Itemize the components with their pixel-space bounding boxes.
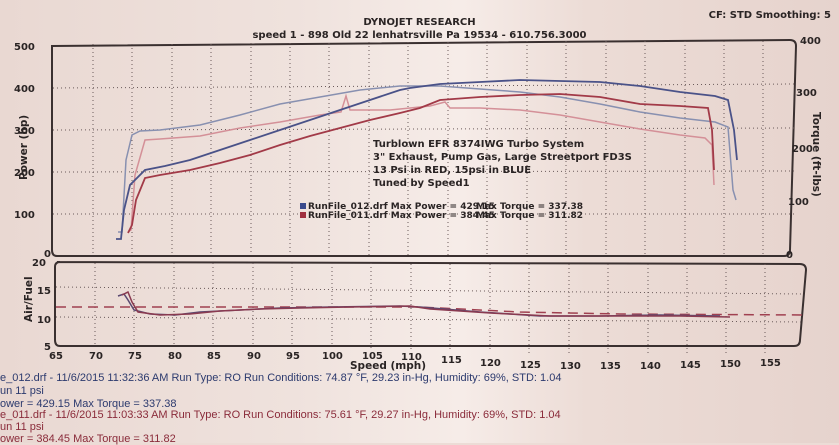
afr-tick: 10 — [37, 315, 51, 326]
run1-info: e_012.drf - 11/6/2015 11:32:36 AM Run Ty… — [0, 372, 562, 384]
legend-swatch-blue — [300, 203, 306, 209]
run1-psi: un 11 psi — [0, 385, 44, 397]
annotation-line: Turblown EFR 8374IWG Turbo System — [373, 139, 584, 150]
speed-tick: 125 — [520, 360, 541, 371]
torque-axis-label: Torque (ft-lbs) — [810, 112, 822, 197]
speed-tick: 70 — [89, 351, 103, 362]
speed-tick: 145 — [680, 360, 701, 371]
power-axis-label: Power (hp) — [18, 115, 30, 180]
power-tick: 300 — [14, 126, 35, 137]
run1-max: ower = 429.15 Max Torque = 337.38 — [0, 398, 177, 410]
legend-torque: Max Torque = 337.38 — [476, 202, 583, 212]
speed-tick: 130 — [560, 361, 581, 372]
speed-tick: 65 — [49, 351, 63, 362]
speed-tick: 100 — [322, 351, 343, 362]
air-fuel-plot: 20 15 10 5 Air/Fuel 65 70 75 80 85 90 95… — [23, 258, 808, 372]
speed-tick: 105 — [362, 351, 383, 362]
torque-tick: 100 — [788, 197, 809, 208]
power-tick: 500 — [14, 42, 35, 53]
power-tick: 400 — [14, 84, 35, 95]
torque-tick: 400 — [800, 36, 821, 47]
speed-tick: 95 — [286, 351, 300, 362]
afr-tick: 15 — [37, 286, 51, 297]
afr-tick: 20 — [32, 258, 46, 269]
torque-tick: 0 — [786, 250, 793, 261]
shop-address: speed 1 - 898 Old 22 lenhatrsville Pa 19… — [252, 30, 587, 41]
annotation-line: 13 Psi in RED, 15psi in BLUE — [373, 165, 531, 176]
torque-tick: 300 — [796, 88, 817, 99]
speed-tick: 150 — [720, 359, 741, 370]
speed-tick: 90 — [247, 351, 261, 362]
speed-tick: 135 — [600, 361, 621, 372]
power-torque-plot: 500 400 300 200 100 0 Power (hp) 400 300… — [14, 36, 822, 261]
run2-psi: un 11 psi — [0, 421, 44, 433]
afr-axis-label: Air/Fuel — [23, 276, 35, 322]
annotation-line: Tuned by Speed1 — [373, 178, 470, 189]
legend-label: RunFile_011.drf Max Power = 384.45 — [308, 211, 495, 221]
settings-label: CF: STD Smoothing: 5 — [708, 10, 831, 21]
speed-tick: 80 — [168, 351, 182, 362]
speed-tick: 110 — [401, 352, 422, 363]
legend-swatch-red — [300, 212, 306, 218]
legend-torque: Max Torque = 311.82 — [476, 211, 583, 221]
power-tick: 0 — [44, 249, 51, 260]
speed-tick: 140 — [640, 361, 661, 372]
run2-info: e_011.drf - 11/6/2015 11:03:33 AM Run Ty… — [0, 409, 561, 421]
speed-tick: 85 — [207, 351, 221, 362]
speed-tick: 75 — [128, 351, 142, 362]
torque-tick: 200 — [792, 144, 813, 155]
afr-tick: 5 — [44, 342, 51, 353]
annotation-line: 3" Exhaust, Pump Gas, Large Streetport F… — [373, 152, 632, 163]
power-tick: 200 — [14, 168, 35, 179]
legend-label: RunFile_012.drf Max Power = 429.15 — [308, 202, 495, 212]
speed-tick: 155 — [760, 358, 781, 369]
power-tick: 100 — [14, 210, 35, 221]
speed-tick: 115 — [441, 355, 462, 366]
run2-max: ower = 384.45 Max Torque = 311.82 — [0, 433, 176, 445]
company-title: DYNOJET RESEARCH — [363, 17, 476, 28]
speed-tick: 120 — [480, 358, 501, 369]
speed-axis-label: Speed (mph) — [350, 360, 426, 372]
